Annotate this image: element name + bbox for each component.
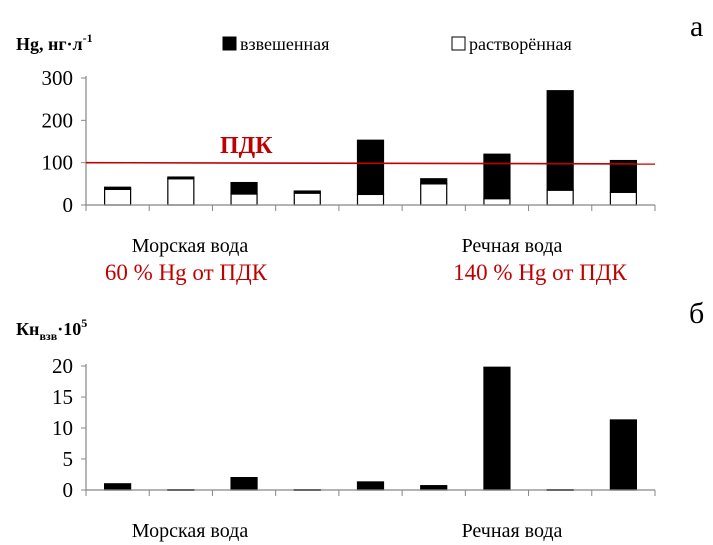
panel-a-label: а bbox=[690, 10, 703, 43]
bar-suspended bbox=[230, 477, 258, 491]
bar-dissolved bbox=[167, 178, 195, 206]
bar-dissolved bbox=[546, 189, 574, 206]
y-tick-label: 20 bbox=[52, 354, 73, 378]
panel-b-axes bbox=[85, 364, 656, 496]
y-tick-label: 200 bbox=[42, 108, 74, 132]
bar-suspended bbox=[420, 485, 448, 491]
panel-a-group-label-river: Речная вода bbox=[462, 235, 563, 257]
panel-a-axes bbox=[85, 76, 656, 211]
panel-b-ylabel: Кнвзв·105 bbox=[16, 316, 87, 343]
threshold-line bbox=[85, 161, 656, 165]
threshold-label: ПДК bbox=[220, 133, 273, 159]
panel-a-group-note-sea: 60 % Hg от ПДК bbox=[105, 260, 268, 285]
bar-dissolved bbox=[356, 193, 385, 206]
legend-label-dissolved: растворённая bbox=[469, 34, 572, 54]
bar-dissolved bbox=[293, 192, 321, 206]
panel-a-ylabel: Hg, нг·л-1 bbox=[16, 31, 93, 54]
bar-dissolved bbox=[483, 198, 511, 206]
bar-suspended bbox=[483, 366, 511, 491]
y-tick-label: 15 bbox=[52, 385, 73, 409]
bar-dissolved bbox=[230, 193, 258, 206]
y-tick-label: 0 bbox=[63, 478, 74, 502]
panel-b: б Кнвзв·105 0 5 10 15 20 Морская вода Речная… bbox=[16, 297, 704, 542]
panel-a-legend: взвешенная растворённая bbox=[222, 34, 572, 54]
bar-suspended bbox=[104, 186, 132, 190]
legend-label-suspended: взвешенная bbox=[240, 34, 329, 54]
legend-swatch-suspended bbox=[222, 36, 237, 51]
bar-dissolved bbox=[420, 183, 448, 206]
y-tick-label: 0 bbox=[63, 193, 74, 217]
panel-a: а Hg, нг·л-1 взвешенная растворённая 0 10… bbox=[16, 10, 703, 285]
bar-suspended bbox=[420, 178, 448, 185]
bar-suspended bbox=[546, 90, 574, 191]
panel-b-y-ticks: 0 5 10 15 20 bbox=[52, 354, 86, 502]
panel-a-bars bbox=[104, 90, 637, 206]
panel-b-bars bbox=[104, 366, 637, 491]
y-tick-label: 10 bbox=[52, 416, 73, 440]
bar-suspended bbox=[167, 176, 195, 180]
bar-suspended bbox=[104, 483, 132, 491]
y-tick-label: 5 bbox=[63, 447, 74, 471]
panel-a-group-label-sea: Морская вода bbox=[132, 235, 249, 257]
panel-b-group-label-river: Речная вода bbox=[462, 520, 563, 542]
bar-dissolved bbox=[104, 188, 132, 206]
legend-swatch-dissolved bbox=[451, 36, 466, 51]
bar-dissolved bbox=[609, 191, 637, 206]
y-tick-label: 100 bbox=[42, 151, 74, 175]
bar-suspended bbox=[293, 190, 321, 194]
bar-suspended bbox=[230, 181, 258, 195]
panel-a-y-ticks: 0 100 200 300 bbox=[42, 66, 86, 217]
panel-b-label: б bbox=[689, 297, 704, 330]
panel-b-group-label-sea: Морская вода bbox=[132, 520, 249, 542]
bar-suspended bbox=[609, 159, 637, 193]
bar-suspended bbox=[356, 139, 385, 196]
panel-a-group-note-river: 140 % Hg от ПДК bbox=[453, 260, 627, 285]
threshold-line-group bbox=[85, 161, 656, 165]
bar-suspended bbox=[483, 153, 511, 200]
y-tick-label: 300 bbox=[42, 66, 74, 90]
bar-suspended bbox=[609, 419, 637, 491]
bar-suspended bbox=[356, 481, 385, 491]
